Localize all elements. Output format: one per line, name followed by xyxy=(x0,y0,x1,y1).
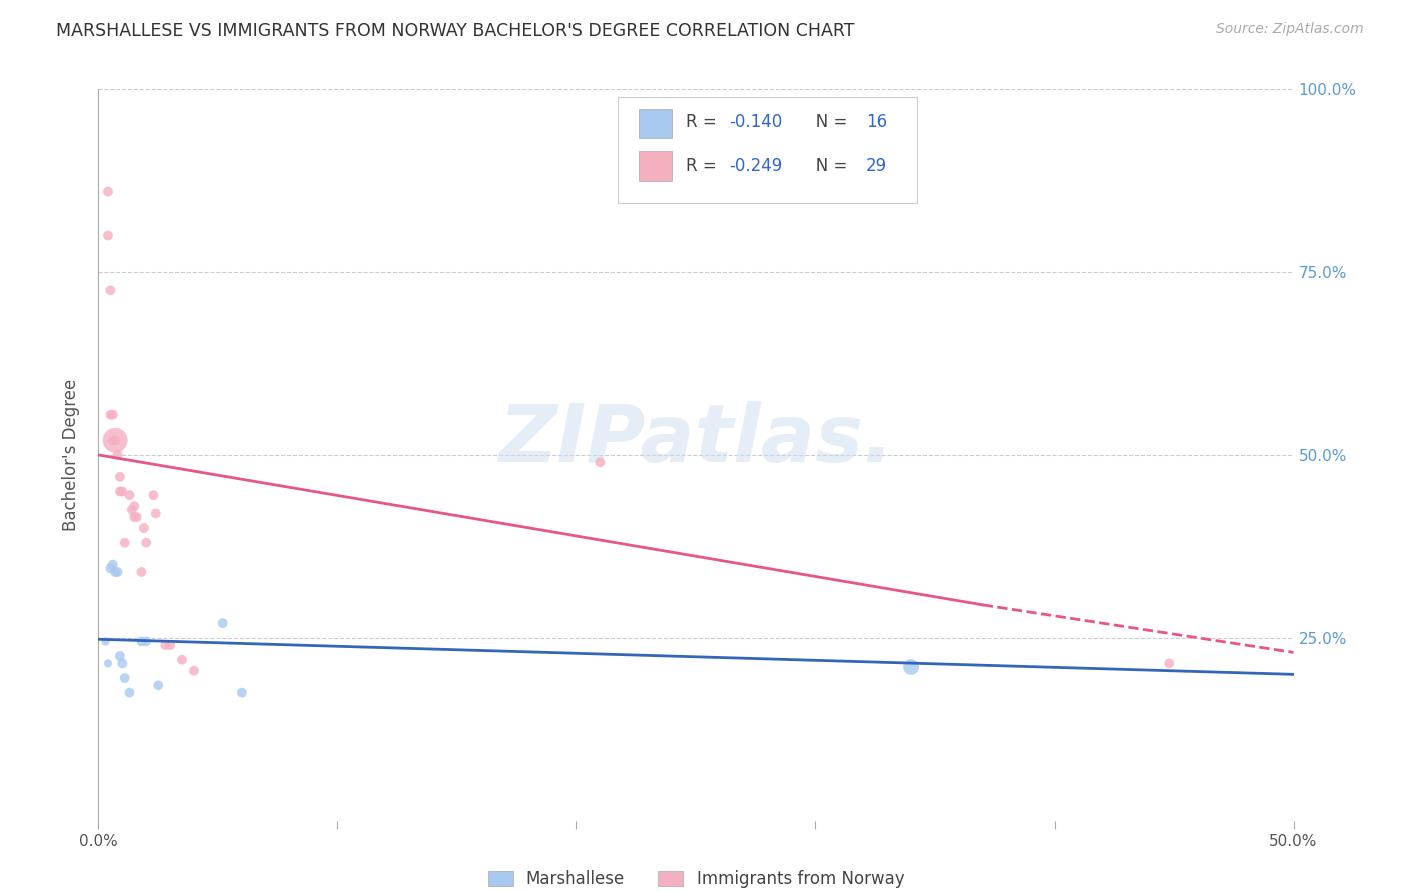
Point xyxy=(108,649,131,664)
Point xyxy=(132,521,155,535)
Point xyxy=(108,484,131,499)
Point xyxy=(97,185,120,199)
Point xyxy=(114,671,136,685)
Point xyxy=(211,616,233,631)
Point xyxy=(145,507,167,521)
Point xyxy=(108,470,131,484)
Text: R =: R = xyxy=(686,113,723,131)
Text: 29: 29 xyxy=(866,157,887,175)
Point xyxy=(97,228,120,243)
Text: N =: N = xyxy=(800,113,852,131)
Point xyxy=(101,558,124,572)
Point xyxy=(104,565,127,579)
Text: MARSHALLESE VS IMMIGRANTS FROM NORWAY BACHELOR'S DEGREE CORRELATION CHART: MARSHALLESE VS IMMIGRANTS FROM NORWAY BA… xyxy=(56,22,855,40)
Point xyxy=(104,434,127,448)
Point xyxy=(125,510,148,524)
Point xyxy=(118,686,141,700)
FancyBboxPatch shape xyxy=(638,152,672,180)
Point xyxy=(124,510,146,524)
Point xyxy=(131,565,153,579)
Point xyxy=(114,535,136,549)
Point xyxy=(104,434,127,448)
FancyBboxPatch shape xyxy=(638,109,672,138)
Y-axis label: Bachelor's Degree: Bachelor's Degree xyxy=(62,379,80,531)
Text: -0.140: -0.140 xyxy=(730,113,783,131)
Point xyxy=(121,503,143,517)
Point xyxy=(107,448,129,462)
Point xyxy=(589,455,612,469)
Point xyxy=(131,634,153,648)
Point xyxy=(94,634,117,648)
Point xyxy=(900,660,922,674)
Point xyxy=(148,678,170,692)
Point xyxy=(124,499,146,513)
Point xyxy=(183,664,205,678)
Point xyxy=(118,488,141,502)
Text: -0.249: -0.249 xyxy=(730,157,783,175)
Legend: Marshallese, Immigrants from Norway: Marshallese, Immigrants from Norway xyxy=(479,862,912,892)
Text: N =: N = xyxy=(800,157,852,175)
Point xyxy=(159,638,181,652)
Point xyxy=(1159,657,1181,671)
Point xyxy=(97,657,120,671)
Point xyxy=(155,638,177,652)
Point xyxy=(172,653,194,667)
Point xyxy=(107,565,129,579)
Point xyxy=(111,657,134,671)
Point xyxy=(231,686,253,700)
Point xyxy=(142,488,165,502)
Point xyxy=(111,484,134,499)
Text: Source: ZipAtlas.com: Source: ZipAtlas.com xyxy=(1216,22,1364,37)
Point xyxy=(135,634,157,648)
Point xyxy=(98,408,122,422)
Point xyxy=(135,535,157,549)
Text: R =: R = xyxy=(686,157,723,175)
FancyBboxPatch shape xyxy=(619,96,917,202)
Text: 16: 16 xyxy=(866,113,887,131)
Point xyxy=(98,561,122,575)
Text: ZIPatlas.: ZIPatlas. xyxy=(498,401,894,479)
Point xyxy=(98,284,122,298)
Point xyxy=(101,408,124,422)
Point xyxy=(101,434,124,448)
